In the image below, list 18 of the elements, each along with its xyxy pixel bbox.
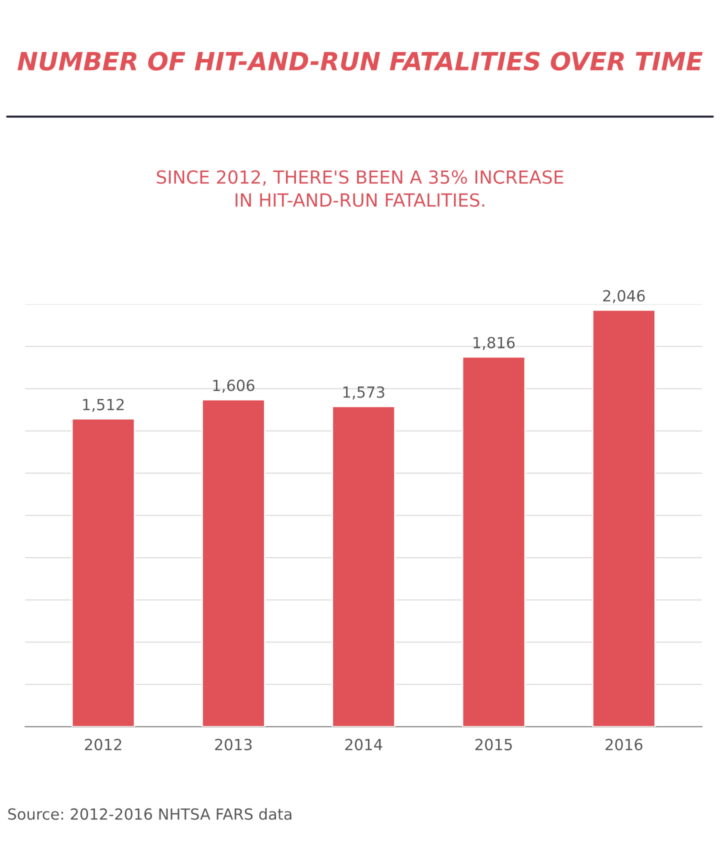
x-tick-label: 2013 [215,738,252,750]
data-label: 1,816 [474,336,515,350]
data-label: 1,573 [343,386,384,400]
bar [71,418,136,727]
x-tick-label: 2012 [84,738,122,750]
data-label: 1,512 [83,398,124,412]
data-label: 2,046 [603,290,645,304]
bar [332,406,396,727]
data-label: 1,606 [213,380,254,393]
x-tick-label: 2016 [606,738,642,750]
chart-title: NUMBER OF HIT-AND-RUN FATALITIES OVER TIME [18,52,703,71]
chart-subtitle: SINCE 2012, THERE'S BEEN A 35% INCREASE IN HIT-AND-RUN FATALITIES. [156,170,564,207]
x-tick-label: 2015 [475,738,512,750]
bar [592,309,656,727]
x-tick-label: 2014 [345,738,382,750]
source-note: Source: 2012-2016 NHTSA FARS data [8,808,292,820]
bar [202,399,266,727]
bar [462,356,526,727]
